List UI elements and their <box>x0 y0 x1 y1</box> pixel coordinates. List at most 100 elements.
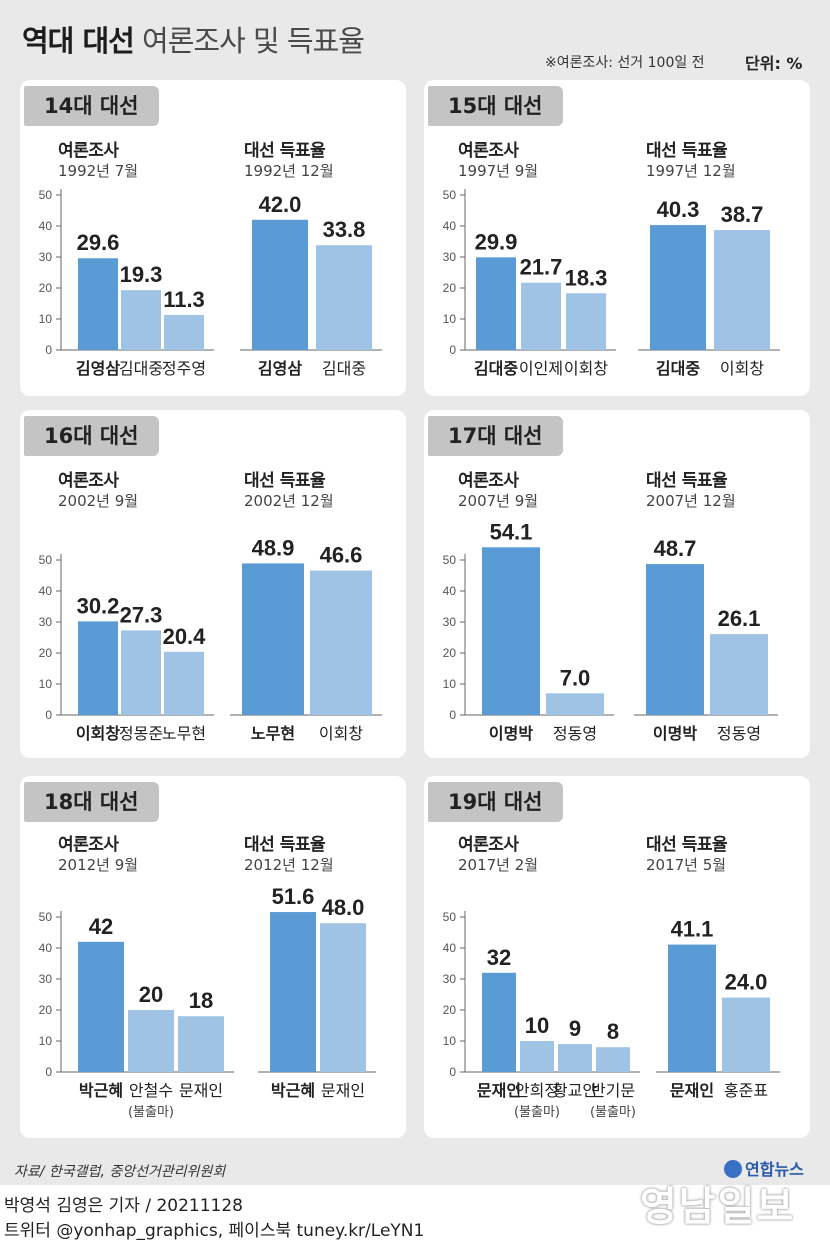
y-tick-label: 10 <box>39 312 53 326</box>
y-tick-label: 40 <box>443 584 457 598</box>
y-tick-label: 50 <box>39 188 53 202</box>
category-label: 안철수 <box>129 1081 173 1100</box>
bar <box>482 547 540 715</box>
y-tick-label: 50 <box>443 188 457 202</box>
election-panel: 18대 대선 여론조사 2012년 9월 대선 득표율 2012년 12월 0 10 20 30… <box>20 776 406 1138</box>
election-panel: 15대 대선 여론조사 1997년 9월 대선 득표율 1997년 12월 0 10 20 30… <box>424 80 810 396</box>
y-tick-label: 0 <box>45 1065 52 1079</box>
data-label: 29.9 <box>475 229 518 254</box>
subchart-title: 대선 득표율 <box>244 471 326 491</box>
subchart-date: 2002년 9월 <box>58 492 139 510</box>
y-tick-label: 40 <box>443 941 457 955</box>
data-label: 30.2 <box>77 593 120 618</box>
bar-chart-svg: 0 10 20 30 40 50 54.1 이명박 7.0 정동영 48.7 이명박 26.1 정동영 <box>443 519 778 743</box>
y-tick-label: 20 <box>39 646 53 660</box>
y-tick-label: 30 <box>443 615 457 629</box>
bar <box>78 941 124 1072</box>
subchart-date: 2007년 9월 <box>458 492 539 510</box>
y-tick-label: 50 <box>39 910 53 924</box>
subchart-date: 2002년 12월 <box>244 492 334 510</box>
category-label: 정몽준 <box>119 724 163 743</box>
y-tick-label: 20 <box>443 1003 457 1017</box>
bar-chart-svg: 0 10 20 30 40 50 32 문재인 10 안희정 (불출마) 9 황교안 8 반기문 (불출마) 4… <box>443 910 780 1120</box>
data-label: 8 <box>607 1019 619 1044</box>
category-label: 이명박 <box>489 724 533 743</box>
election-panel: 14대 대선 여론조사 1992년 7월 대선 득표율 1992년 12월 0 10 20 30… <box>20 80 406 396</box>
data-label: 33.8 <box>323 217 366 242</box>
election-panel: 19대 대선 여론조사 2017년 2월 대선 득표율 2017년 5월 0 10 20 30 4… <box>424 776 810 1138</box>
subchart-title: 대선 득표율 <box>244 141 326 161</box>
y-tick-label: 40 <box>39 219 53 233</box>
bar <box>546 693 604 715</box>
panel-tag: 19대 대선 <box>428 782 563 822</box>
bar <box>242 563 304 715</box>
y-tick-label: 10 <box>443 677 457 691</box>
y-tick-label: 10 <box>443 312 457 326</box>
category-label: 김대중 <box>322 359 366 378</box>
y-tick-label: 30 <box>443 250 457 264</box>
y-tick-label: 30 <box>39 250 53 264</box>
bar <box>78 621 118 715</box>
logo-text: 연합뉴스 <box>745 1160 804 1179</box>
y-tick-label: 50 <box>39 553 53 567</box>
subchart-title: 여론조사 <box>458 835 519 855</box>
y-tick-label: 50 <box>443 910 457 924</box>
title-bold: 역대 대선 <box>22 24 135 58</box>
data-label: 48.9 <box>252 535 295 560</box>
bar <box>714 230 770 350</box>
y-tick-label: 50 <box>443 553 457 567</box>
bar-chart-svg: 0 10 20 30 40 50 29.6 김영삼 19.3 김대중 11.3 정주영 42.0 김영삼 3… <box>39 188 382 378</box>
category-label: 노무현 <box>162 724 206 743</box>
category-label: 이회창 <box>319 724 363 743</box>
category-note: (불출마) <box>128 1105 174 1120</box>
category-label: 홍준표 <box>724 1081 768 1100</box>
bar-chart-svg: 0 10 20 30 40 50 29.9 김대중 21.7 이인제 18.3 이회창 40.3 김대중 3… <box>443 188 780 378</box>
data-label: 48.7 <box>654 536 697 561</box>
data-label: 41.1 <box>671 917 714 942</box>
subchart-date: 2017년 5월 <box>646 856 727 874</box>
category-label: 이명박 <box>653 724 697 743</box>
category-note: (불출마) <box>590 1105 636 1120</box>
bar <box>710 634 768 715</box>
bar <box>320 923 366 1072</box>
category-label: 안희정 <box>515 1081 559 1100</box>
y-tick-label: 10 <box>39 677 53 691</box>
category-label: 김대중 <box>119 359 163 378</box>
election-panel: 16대 대선 여론조사 2002년 9월 대선 득표율 2002년 12월 0 10 20 30… <box>20 410 406 758</box>
subchart-date: 1997년 12월 <box>646 162 736 180</box>
y-tick-label: 0 <box>449 708 456 722</box>
data-label: 20.4 <box>163 624 207 649</box>
category-note: (불출마) <box>514 1105 560 1120</box>
y-tick-label: 40 <box>39 941 53 955</box>
subchart-title: 대선 득표율 <box>244 835 326 855</box>
header: 역대 대선 여론조사 및 득표율 ※여론조사: 선거 100일 전 단위: % <box>0 0 830 80</box>
category-label: 노무현 <box>251 724 295 743</box>
subchart-title: 여론조사 <box>58 835 119 855</box>
bar <box>164 651 204 715</box>
data-label: 7.0 <box>560 665 591 690</box>
bar <box>164 314 204 350</box>
category-label: 이회창 <box>720 359 764 378</box>
panel-tag: 18대 대선 <box>24 782 159 822</box>
bar <box>668 944 716 1072</box>
category-label: 김영삼 <box>258 359 302 378</box>
data-label: 54.1 <box>490 519 533 544</box>
bar-chart-svg: 0 10 20 30 40 50 30.2 이회창 27.3 정몽준 20.4 노무현 48.9 노무현 4… <box>39 535 382 743</box>
category-label: 황교안 <box>553 1081 597 1100</box>
subchart-date: 2012년 12월 <box>244 856 334 874</box>
newspaper-watermark: 영남일보 <box>640 1184 796 1230</box>
bar <box>558 1044 592 1072</box>
data-label: 32 <box>487 945 511 970</box>
credit-text: 박영석 김영은 기자 / 20211128 <box>4 1196 243 1216</box>
bar <box>121 630 161 715</box>
page-title: 역대 대선 여론조사 및 득표율 <box>22 18 365 60</box>
bar <box>596 1047 630 1072</box>
subchart-date: 2007년 12월 <box>646 492 736 510</box>
category-label: 반기문 <box>591 1081 635 1100</box>
data-label: 26.1 <box>718 606 761 631</box>
y-tick-label: 40 <box>39 584 53 598</box>
data-label: 19.3 <box>120 262 163 287</box>
title-light: 여론조사 및 득표율 <box>142 24 365 58</box>
election-panel: 17대 대선 여론조사 2007년 9월 대선 득표율 2007년 12월 0 10 20 30… <box>424 410 810 758</box>
category-label: 김대중 <box>656 359 700 378</box>
